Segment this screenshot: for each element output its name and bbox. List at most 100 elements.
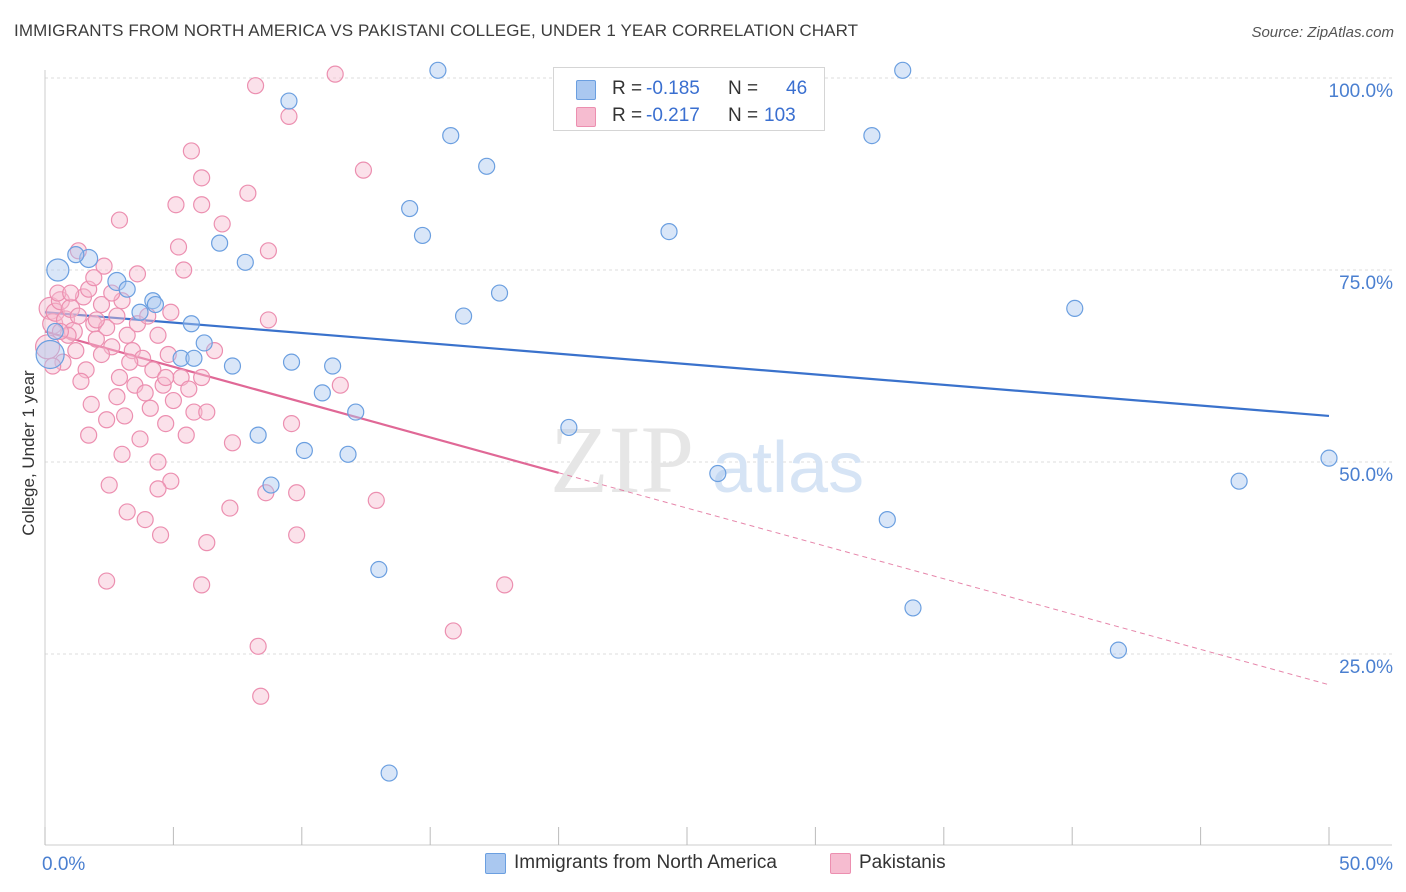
data-point-pink [118,503,136,521]
data-point-blue [878,510,896,529]
data-point-blue [313,384,331,402]
data-point-blue [282,353,301,371]
axes [44,70,1392,846]
data-point-pink [95,257,113,275]
data-point-blue [35,339,65,370]
data-point-blue [339,445,357,463]
data-point-pink [110,368,129,387]
x-tick-label: 0.0% [42,854,85,875]
data-point-pink [246,77,265,95]
data-point-pink [198,534,216,552]
legend-label: Pakistanis [859,852,946,873]
data-point-pink [180,380,198,398]
blue-swatch [576,80,596,100]
pakistanis-points [34,65,514,705]
chart-title: IMMIGRANTS FROM NORTH AMERICA VS PAKISTA… [14,21,859,40]
data-point-pink [149,453,167,471]
r-label: R = [612,78,643,99]
data-point-pink [98,572,116,590]
data-point-pink [288,526,306,544]
data-point-pink [193,576,211,594]
data-point-pink [87,311,105,329]
data-point-pink [45,302,65,322]
data-point-pink [141,399,159,417]
data-point-blue [67,246,85,264]
data-point-blue [1230,472,1248,490]
data-point-blue [295,441,313,460]
data-point-pink [185,403,203,421]
data-point-pink [108,388,126,406]
data-point-pink [149,480,167,498]
data-point-blue [1109,641,1128,659]
data-point-blue [1066,299,1084,317]
n-value-pink: 103 [764,105,796,126]
y-tick-label: 100.0% [1329,81,1394,102]
data-point-pink [193,169,211,187]
data-point-blue [195,334,213,352]
data-point-pink [62,284,80,302]
data-point-blue [1320,449,1338,467]
n-label: N = [728,78,759,99]
watermark-atlas: atlas [712,428,864,508]
data-point-pink [118,326,136,344]
n-label: N = [728,105,759,126]
data-point-pink [131,430,149,448]
data-point-pink [177,426,195,444]
y-tick-label: 25.0% [1339,657,1393,678]
data-point-pink [82,395,100,413]
data-point-pink [87,330,105,348]
data-point-blue [560,418,578,437]
data-point-pink [252,687,270,705]
source-label: Source: ZipAtlas.com [1251,24,1394,41]
data-point-blue [223,357,242,375]
watermark-zip: ZIP [550,406,694,513]
data-point-blue [904,599,922,617]
data-point-pink [98,411,116,429]
pink-swatch [576,107,596,127]
data-point-pink [444,622,462,640]
blue-swatch [485,853,506,874]
legend-row-north-america: R = -0.185 N = 46 [554,76,824,102]
correlation-legend: R = -0.185 N = 46 R = -0.217 N = 103 [553,67,825,131]
data-point-pink [193,368,211,387]
data-point-pink [193,196,211,214]
tick-labels: 100.0% 75.0% 50.0% 25.0% 0.0% 50.0% [42,81,1393,875]
trend-line-blue [44,311,1330,418]
data-point-pink [72,372,90,390]
data-point-blue [131,303,149,321]
data-point-pink [110,211,129,229]
data-point-blue [413,226,432,245]
data-point-pink [169,238,188,256]
data-point-pink [182,142,200,160]
data-point-blue [185,349,203,367]
data-point-blue [490,284,509,302]
data-point-pink [108,307,126,325]
data-point-pink [136,510,154,529]
data-point-pink [288,484,306,502]
data-point-pink [100,476,118,494]
data-point-pink [121,353,139,371]
data-point-pink [496,576,514,594]
data-point-blue [380,764,398,782]
data-point-pink [157,368,175,387]
data-point-blue [262,476,280,494]
data-point-blue [182,315,200,333]
data-point-blue [146,295,165,314]
data-point-pink [354,161,373,179]
data-point-blue [46,258,70,282]
data-point-blue [454,307,473,325]
data-point-pink [198,403,216,421]
legend-label: Immigrants from North America [514,852,777,873]
data-point-blue [442,127,460,145]
legend-row-pakistanis: R = -0.217 N = 103 [554,103,824,129]
data-point-pink [175,261,193,279]
data-point-pink [259,242,278,260]
data-point-blue [894,61,912,79]
data-point-blue [172,349,190,367]
r-label: R = [612,105,643,126]
data-point-pink [157,415,175,433]
data-point-blue [370,560,388,579]
data-point-pink [59,326,77,344]
north-america-points [35,61,1338,782]
